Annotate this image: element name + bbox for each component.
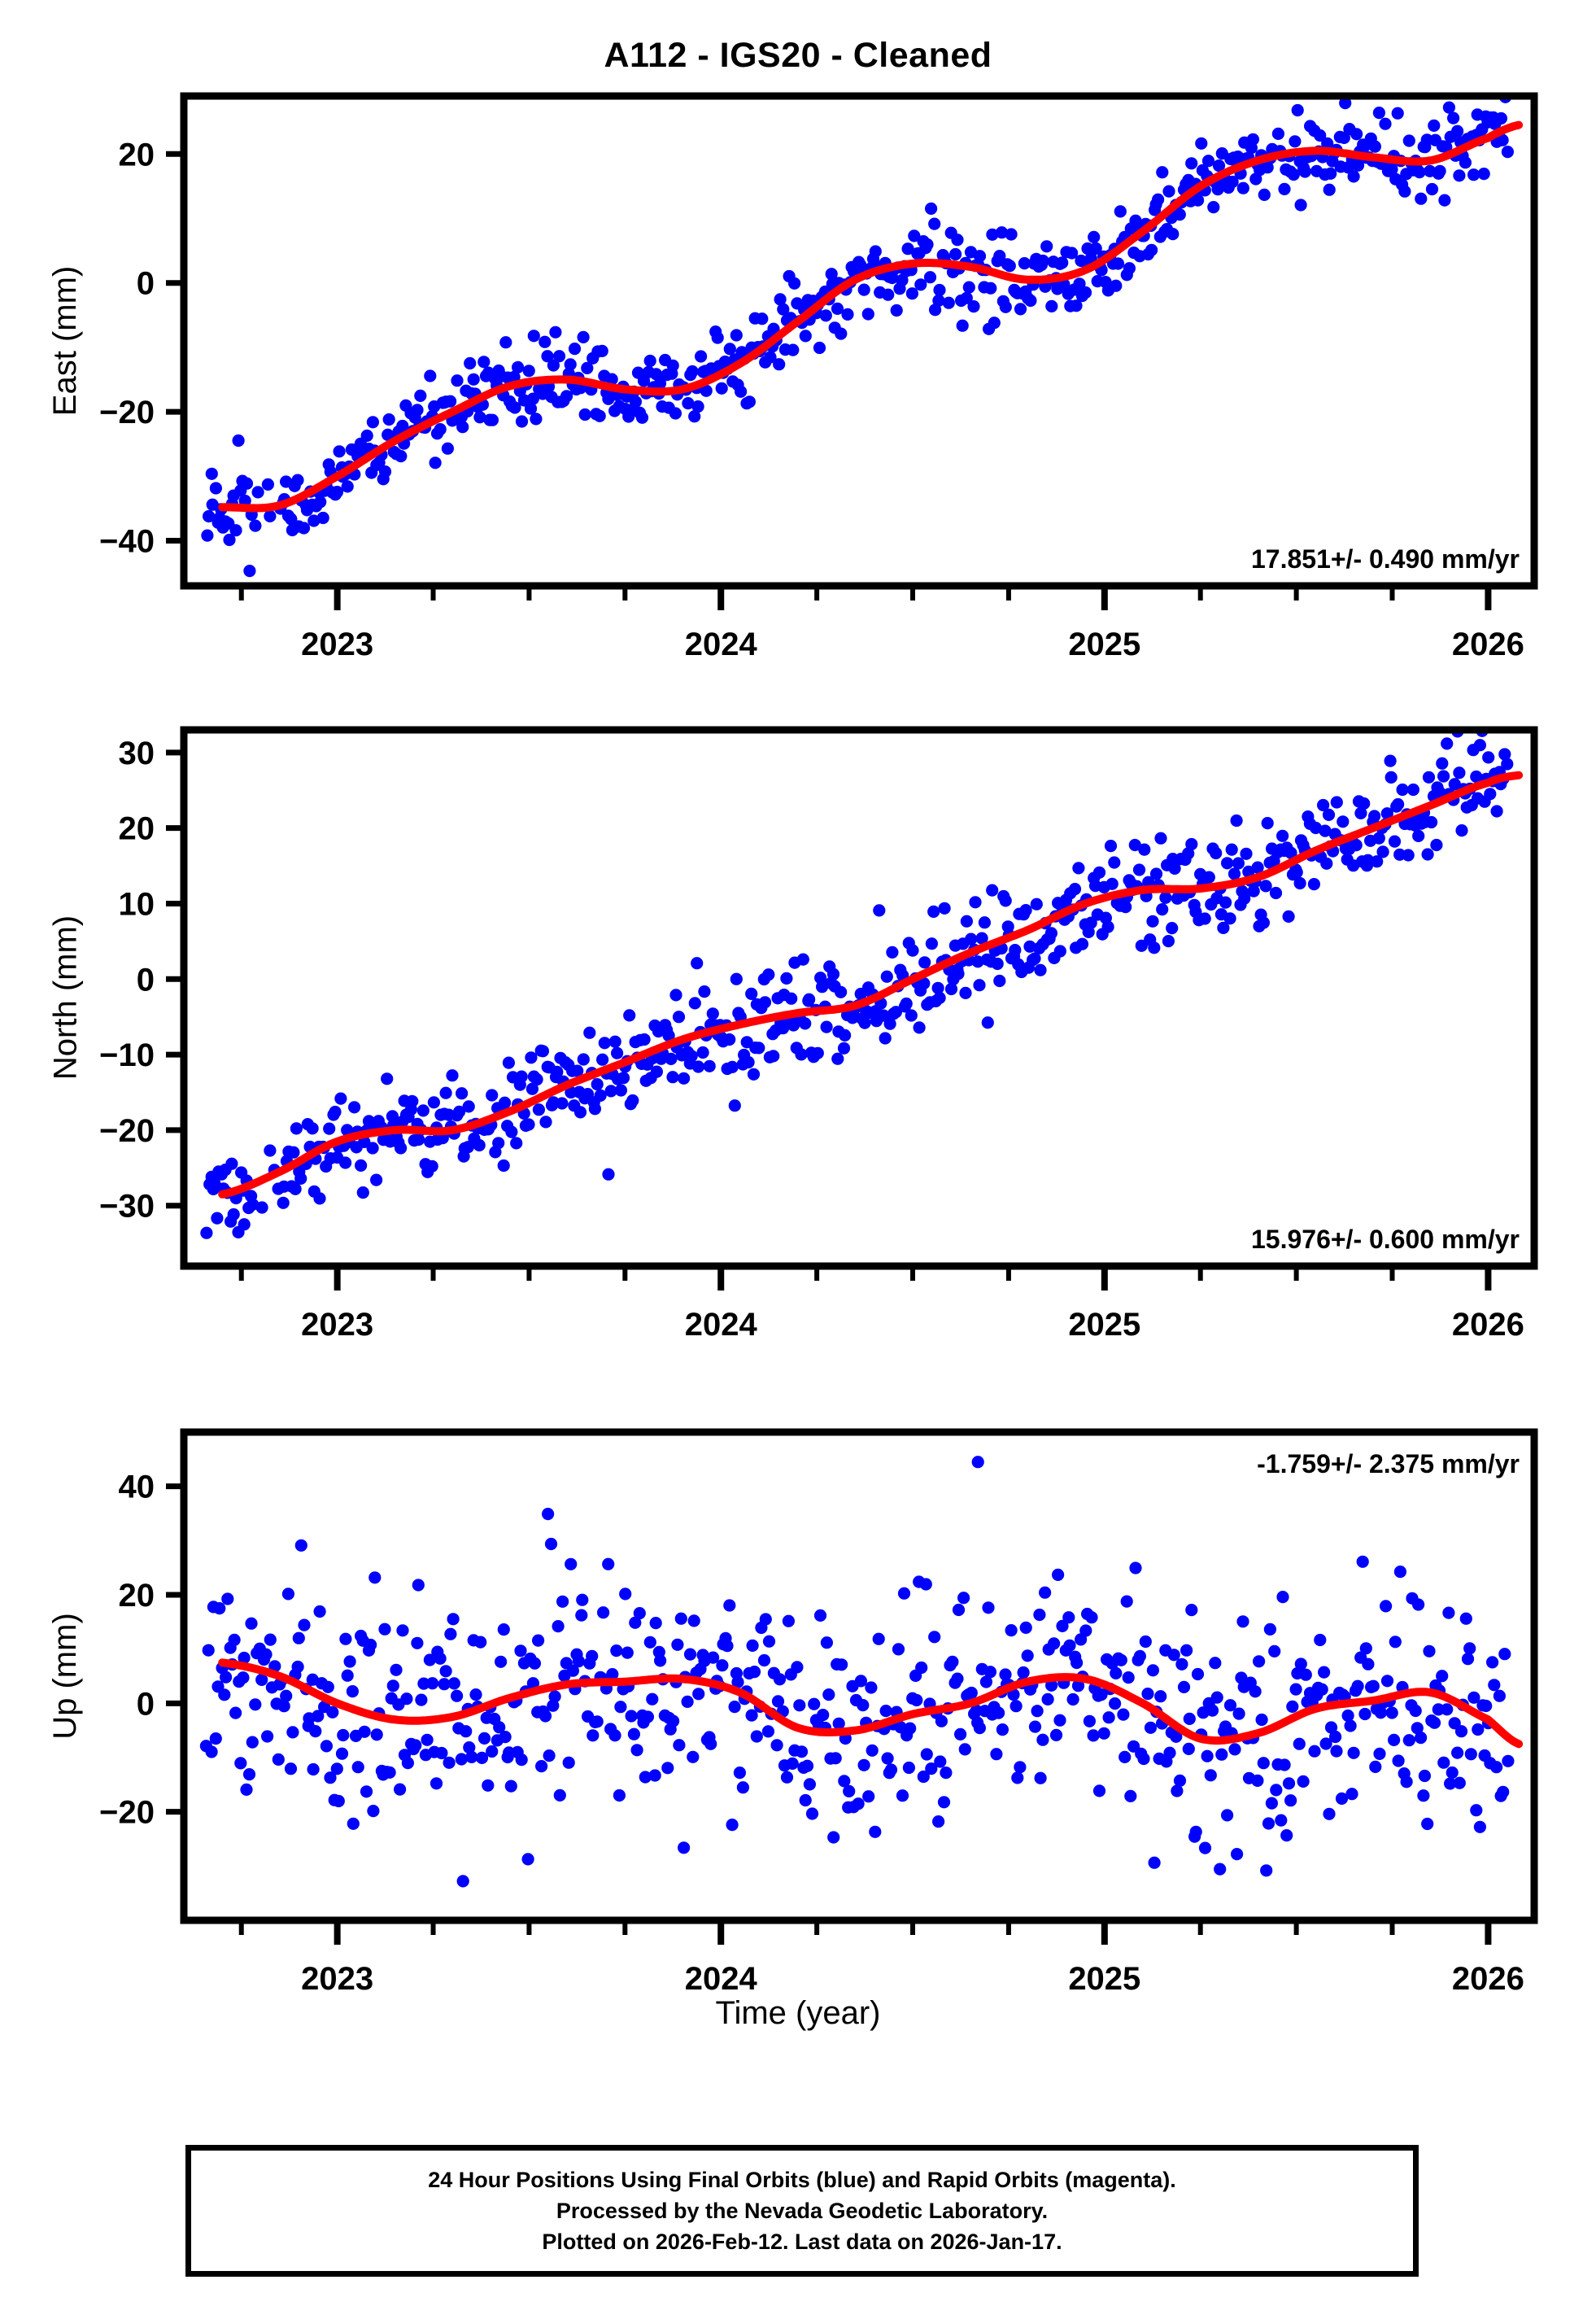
x-tick-label: 2023 [301,1307,373,1343]
y-tick-label: 10 [119,886,155,922]
page-title: A112 - IGS20 - Cleaned [604,36,992,75]
x-tick-label: 2023 [301,627,373,662]
y-tick-label: −20 [99,395,155,430]
x-tick-label: 2024 [685,1307,758,1343]
y-tick-label: 40 [119,1470,155,1505]
scatter-points-east [201,96,1514,578]
panel-north: 30 20 10 0 −10 −20 −30 2023 2024 2025 2026 15.976+/… [0,709,1596,1364]
x-tick-label: 2025 [1068,627,1140,662]
x-tick-label: 2026 [1452,1307,1524,1343]
caption-line-1: 24 Hour Positions Using Final Orbits (bl… [428,2167,1176,2192]
panel-east: 20 0 −20 −40 2023 2024 2025 2026 17.851+/- 0.490… [0,75,1596,684]
scatter-points-north [200,730,1514,1239]
scatter-points-up [199,1456,1515,1888]
x-tick-label: 2024 [685,627,758,662]
caption-box: 24 Hour Positions Using Final Orbits (bl… [185,2145,1419,2277]
x-tick-label: 2025 [1068,1961,1140,1997]
y-tick-label: −30 [99,1189,155,1225]
x-tick-label: 2024 [685,1961,758,1997]
plot-frame-east [180,92,1538,590]
x-tick-label: 2026 [1452,1961,1524,1997]
caption-line-2: Processed by the Nevada Geodetic Laborat… [556,2198,1049,2223]
x-tick-label: 2025 [1068,1307,1140,1343]
x-axis-label: Time (year) [715,1995,881,2031]
y-axis-label-north: North (mm) [47,915,83,1081]
x-axis-up: 2023 2024 2025 2026 [238,1920,1524,1997]
caption-line-3: Plotted on 2026-Feb-12. Last data on 202… [542,2230,1062,2255]
y-tick-label: 20 [119,137,155,173]
y-tick-label: −40 [99,524,155,560]
y-tick-label: −10 [99,1037,155,1073]
x-axis-east: 2023 2024 2025 2026 [238,586,1524,662]
y-axis-up: 40 20 0 −20 [99,1470,184,1831]
x-tick-label: 2026 [1452,627,1524,662]
plot-frame-north [180,726,1538,1270]
y-axis-east: 20 0 −20 −40 [99,137,184,560]
plot-up: 40 20 0 −20 2023 2024 2025 2026 -1.759+/- 2.375 … [99,1428,1538,1997]
plot-north: 30 20 10 0 −10 −20 −30 2023 2024 2025 2026 15.976+/… [99,726,1538,1343]
y-tick-label: 0 [137,1686,155,1722]
rate-annotation-up: -1.759+/- 2.375 mm/yr [1257,1449,1520,1478]
y-tick-label: 20 [119,811,155,847]
y-axis-label-up: Up (mm) [47,1613,83,1740]
rate-annotation-east: 17.851+/- 0.490 mm/yr [1251,544,1520,574]
trend-line-north [218,771,1524,1199]
y-tick-label: 20 [119,1578,155,1614]
panel-up: 40 20 0 −20 2023 2024 2025 2026 -1.759+/- 2.375 … [0,1411,1596,2018]
x-tick-label: 2023 [301,1961,373,1997]
x-axis-north: 2023 2024 2025 2026 [238,1266,1524,1343]
plot-frame-up [180,1428,1538,1924]
y-axis-label-east: East (mm) [47,265,83,417]
y-tick-label: −20 [99,1113,155,1149]
y-axis-north: 30 20 10 0 −10 −20 −30 [99,736,184,1225]
y-tick-label: −20 [99,1795,155,1831]
trend-line-east [218,120,1524,513]
y-tick-label: 0 [137,266,155,302]
rate-annotation-north: 15.976+/- 0.600 mm/yr [1251,1225,1520,1254]
y-tick-label: 30 [119,736,155,771]
y-tick-label: 0 [137,962,155,998]
trend-line-up [218,1658,1524,1749]
plot-east: 20 0 −20 −40 2023 2024 2025 2026 17.851+/- 0.490… [99,92,1538,662]
